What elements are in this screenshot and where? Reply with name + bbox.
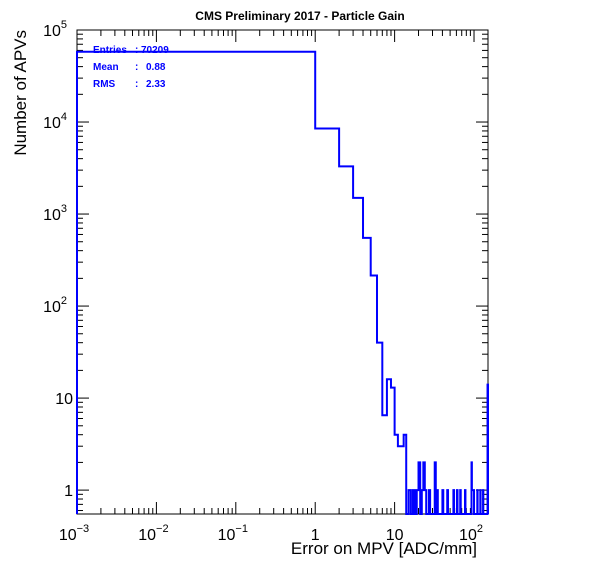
stats-mean-label: Mean — [93, 62, 119, 73]
stats-mean-sep: : — [135, 62, 138, 73]
chart-title: CMS Preliminary 2017 - Particle Gain — [195, 9, 404, 23]
plot-frame — [76, 29, 489, 515]
histogram-bin — [398, 446, 401, 514]
stats-rms-label: RMS — [93, 79, 116, 90]
y-tick-label: 103 — [43, 203, 67, 224]
stats-rms-value: 2.33 — [146, 79, 166, 90]
y-axis-label: Number of APVs — [11, 30, 30, 156]
y-tick-label: 102 — [43, 295, 67, 316]
histogram-bin — [339, 166, 353, 514]
x-tick-label: 10−3 — [59, 523, 89, 544]
stats-entries-value: 70209 — [141, 45, 169, 56]
stats-box: Entries : 70209 Mean : 0.88 RMS : 2.33 — [93, 45, 169, 90]
axes: 10−3 10−2 10−1 1 10 102 1 10 102 103 104 105 — [43, 19, 489, 544]
y-tick-label: 10 — [55, 391, 73, 408]
stats-mean-value: 0.88 — [146, 62, 166, 73]
histogram-series — [76, 50, 489, 515]
x-tick-label: 10−1 — [218, 523, 248, 544]
histogram-bin — [315, 129, 339, 514]
stats-rms-sep: : — [135, 79, 138, 90]
x-tick-label: 102 — [459, 523, 483, 544]
y-tick-label: 1 — [64, 483, 73, 500]
histogram-bin — [401, 446, 404, 514]
histogram-bin — [363, 238, 371, 514]
histogram-bin — [77, 52, 315, 514]
histogram-outline — [76, 50, 489, 515]
x-tick-label: 10 — [386, 527, 404, 544]
x-axis-label: Error on MPV [ADC/mm] — [291, 539, 477, 558]
y-tick-label: 105 — [43, 19, 67, 40]
y-tick-label: 104 — [43, 111, 67, 132]
histogram-bin — [382, 415, 387, 514]
stats-entries-sep: : — [135, 45, 138, 56]
histogram-bin — [353, 198, 363, 514]
x-tick-label: 1 — [311, 527, 320, 544]
stats-entries-label: Entries — [93, 45, 127, 56]
x-tick-label: 10−2 — [138, 523, 168, 544]
